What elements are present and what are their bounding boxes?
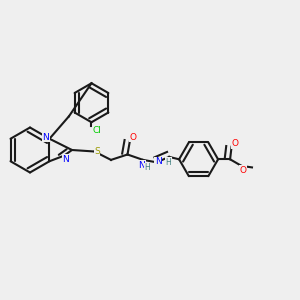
Text: H: H	[145, 163, 151, 172]
Text: H: H	[166, 158, 172, 167]
Text: Cl: Cl	[92, 126, 101, 135]
Text: O: O	[129, 133, 137, 142]
Text: N: N	[43, 133, 49, 142]
Text: N: N	[139, 161, 145, 170]
Text: O: O	[239, 166, 246, 175]
Text: N: N	[62, 155, 69, 164]
Text: S: S	[94, 147, 100, 156]
Text: N: N	[155, 157, 161, 166]
Text: O: O	[232, 139, 239, 148]
